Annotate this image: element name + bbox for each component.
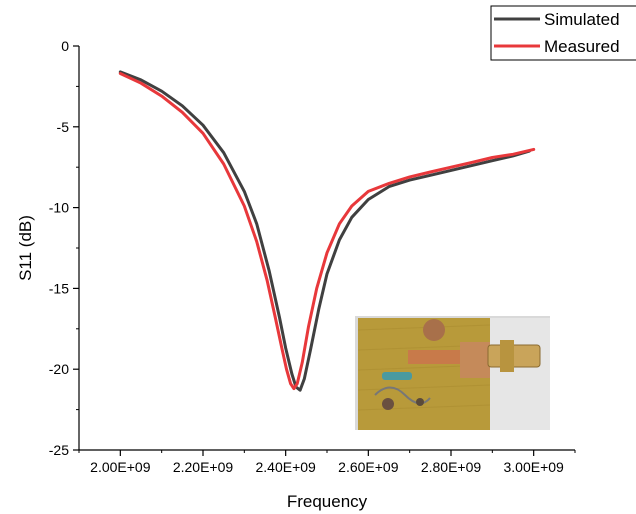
y-axis-title: S11 (dB)	[16, 215, 35, 281]
legend: Simulated Measured	[490, 5, 636, 61]
series-line-measured	[118, 72, 536, 391]
copper-trace	[408, 350, 464, 364]
resistor	[382, 372, 412, 380]
y-tick-label: -15	[49, 280, 69, 296]
sma-nut	[500, 340, 514, 372]
y-tick-label: -20	[49, 361, 69, 377]
legend-label-simulated: Simulated	[544, 10, 620, 29]
x-tick-label: 2.80E+09	[421, 459, 482, 475]
y-tick-label: -5	[57, 119, 70, 135]
photo-right-background	[490, 318, 550, 430]
series-line-simulated	[118, 70, 531, 392]
y-tick-label: -25	[49, 442, 69, 458]
x-tick-label: 2.00E+09	[90, 459, 151, 475]
capacitor	[423, 319, 445, 341]
legend-box	[490, 5, 636, 61]
ticks: 0 -5 -10 -15 -20 -25 2.00E+09 2.20E+09 2.40E+09 2…	[49, 38, 576, 475]
copper-pad	[460, 342, 490, 378]
component-dot	[382, 398, 394, 410]
component-dot-2	[416, 398, 424, 406]
x-axis-title: Frequency	[287, 492, 368, 511]
x-tick-label: 2.20E+09	[173, 459, 234, 475]
series-layer	[118, 70, 536, 392]
x-tick-label: 2.40E+09	[255, 459, 316, 475]
y-tick-label: 0	[61, 38, 69, 54]
antenna-prototype-photo	[355, 316, 550, 430]
x-tick-label: 3.00E+09	[503, 459, 564, 475]
x-tick-label: 2.60E+09	[338, 459, 399, 475]
y-tick-label: -10	[49, 200, 69, 216]
legend-label-measured: Measured	[544, 37, 620, 56]
